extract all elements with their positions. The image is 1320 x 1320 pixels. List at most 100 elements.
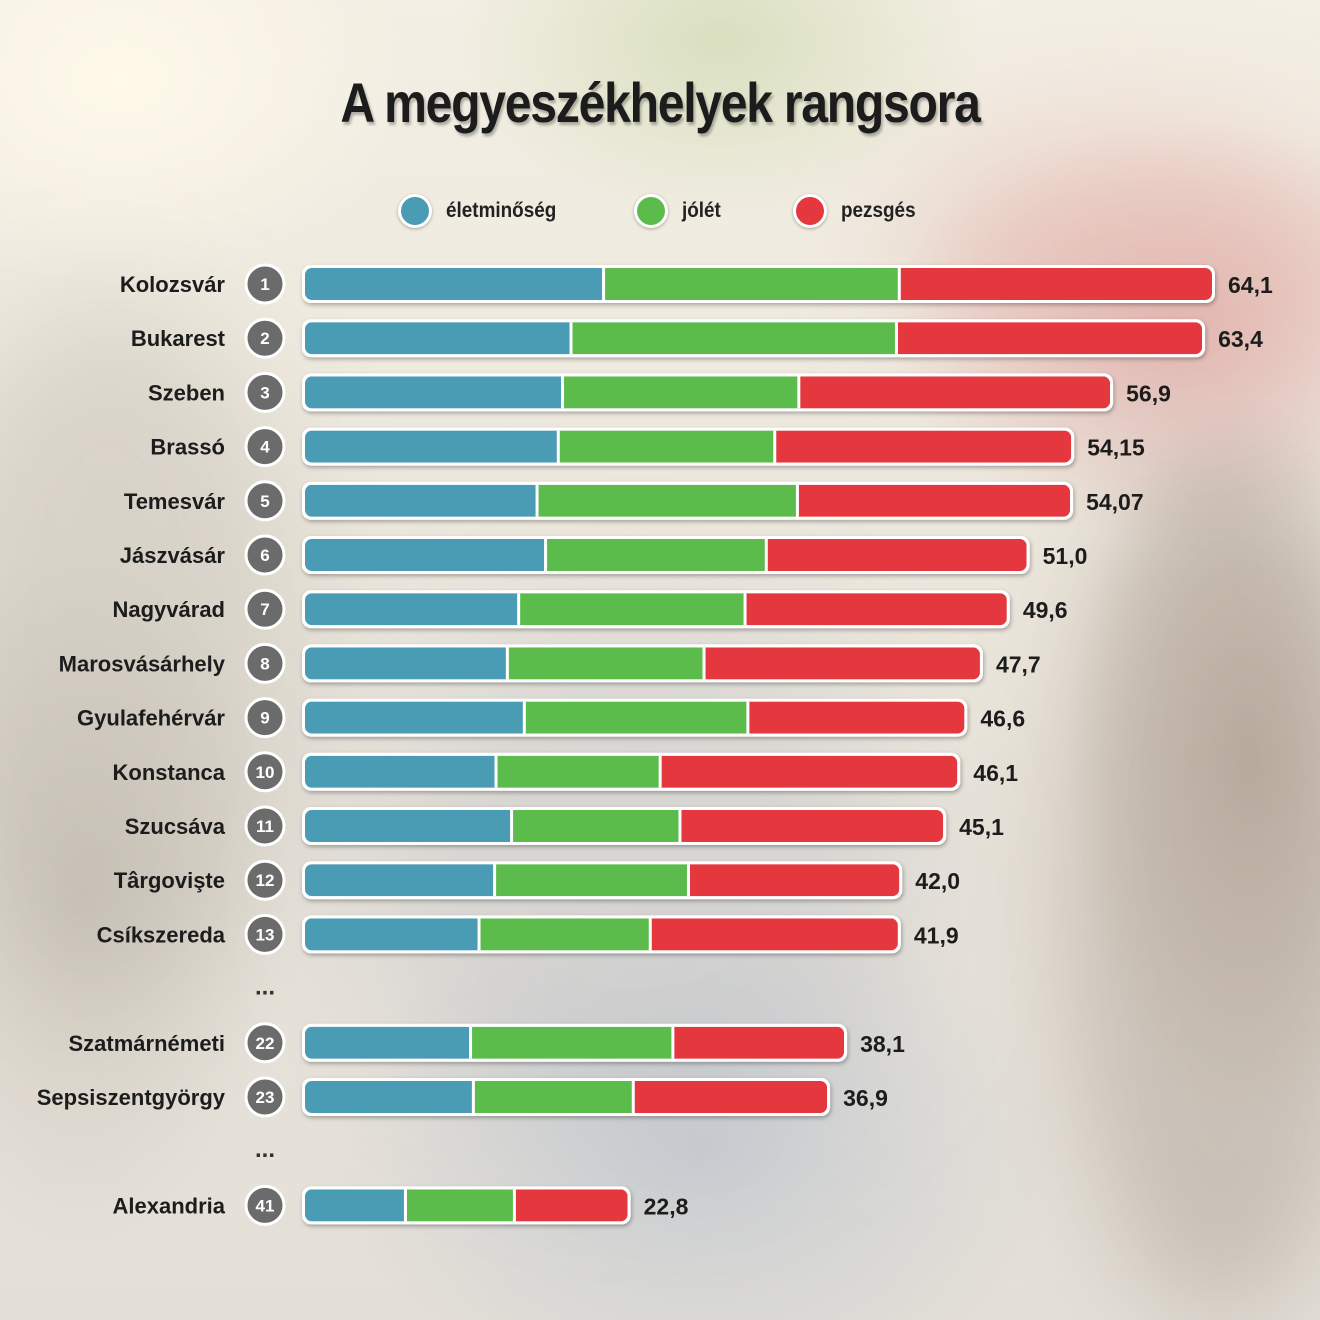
rank-number: 11 [256,817,274,836]
city-label: Temesvár [124,489,226,514]
bar-segment-pezsges [797,484,1071,517]
rank-number: 22 [256,1034,275,1053]
segment-divider [544,539,548,571]
bar-segment-eletminoseg [305,430,559,463]
city-label: Nagyvárad [112,597,225,622]
rank-number: 23 [256,1088,275,1107]
city-label: Marosvásárhely [59,651,226,676]
value-label: 46,1 [973,760,1018,786]
segment-divider [658,755,662,788]
rank-badge [244,371,286,413]
rank-badge [244,913,286,955]
rank-badge [244,480,286,522]
city-label: Târgovişte [114,868,225,893]
legend-item-pezsges: pezsgés [793,194,924,228]
segment-divider [561,376,565,409]
legend-item-jolet: jólét [634,194,725,228]
bar-row: Temesvár 5 54,07 [124,480,1144,522]
value-label: 41,9 [914,922,959,948]
city-label: Jászvásár [120,543,226,568]
bar-segment-jolet [470,1026,673,1059]
bar-segment-jolet [405,1189,515,1222]
bar-segment-pezsges [514,1189,628,1222]
legend-label-pezsges: pezsgés [841,199,916,222]
bar-row: Csíkszereda 13 41,9 [97,913,959,955]
city-label: Gyulafehérvár [77,706,225,731]
rank-badge [244,1022,286,1064]
bar-row: Konstanca 10 46,1 [113,751,1018,793]
segment-divider [493,864,497,897]
segment-divider [795,484,799,517]
bar-segment-jolet [603,268,900,300]
rank-badge [244,588,286,630]
bar-segment-pezsges [747,701,965,734]
bar-segment-eletminoseg [305,755,497,788]
bar-row: Szucsáva 11 45,1 [125,805,1004,847]
segment-divider [702,647,706,680]
bar-segment-pezsges [633,1081,828,1113]
bar-segment-eletminoseg [305,593,519,626]
bar-segment-jolet [511,810,680,842]
segment-divider [505,647,509,680]
bar-row: Kolozsvár 1 64,1 [120,263,1273,305]
segment-divider [512,1189,516,1222]
bar-row: Szeben 3 56,9 [148,371,1171,413]
value-label: 63,4 [1218,326,1263,352]
value-label: 51,0 [1043,543,1088,569]
rank-number: 1 [260,275,269,294]
bar-row: Târgovişte 12 42,0 [114,859,960,901]
segment-divider [746,701,750,734]
rank-number: 13 [256,925,275,944]
city-label: Szucsáva [125,814,226,839]
legend-dot-pezsges [793,194,827,228]
ellipsis-marker: ... [255,1136,275,1163]
segment-divider [773,430,777,463]
segment-divider [477,918,481,951]
legend-dot-jolet [634,194,668,228]
rank-number: 7 [260,600,269,619]
bar-segment-pezsges [774,430,1072,463]
bar-segment-pezsges [766,539,1027,571]
segment-divider [403,1189,407,1222]
bar-row: Szatmárnémeti 22 38,1 [68,1022,905,1064]
bar-segment-pezsges [660,755,958,788]
value-label: 49,6 [1023,597,1068,623]
segment-divider [569,322,573,355]
rank-badge [244,534,286,576]
bar-segment-pezsges [688,864,900,897]
value-label: 56,9 [1126,380,1171,406]
rank-number: 12 [256,871,275,890]
rank-number: 4 [260,438,270,457]
bar-segment-eletminoseg [305,918,480,951]
rank-number: 3 [260,383,269,402]
segment-divider [631,1081,635,1113]
bar-segment-jolet [524,701,748,734]
bar-segment-pezsges [704,647,980,680]
segment-divider [671,1026,675,1059]
segment-divider [894,322,898,355]
bar-row: Sepsiszentgyörgy 23 36,9 [37,1076,888,1118]
bar-segment-jolet [507,647,705,680]
segment-divider [510,810,514,842]
bar-row: Jászvásár 6 51,0 [120,534,1088,576]
bar-row: Alexandria 41 22,8 [113,1184,689,1226]
bar-segment-jolet [558,430,775,463]
legend-dot-eletminoseg [398,194,432,228]
segment-divider [797,376,801,409]
bar-segment-jolet [545,539,767,571]
rank-number: 8 [260,654,269,673]
rank-number: 5 [260,492,269,511]
bar-segment-eletminoseg [305,322,572,355]
value-label: 54,15 [1087,435,1145,461]
rank-badge [244,751,286,793]
bar-segment-jolet [473,1081,634,1113]
rank-number: 10 [256,763,275,782]
legend-label-jolet: jólét [682,199,721,222]
bar-segment-jolet [571,322,897,355]
bar-row: Gyulafehérvár 9 46,6 [77,697,1025,739]
rank-number: 6 [260,546,269,565]
segment-divider [897,268,901,300]
rank-badge [244,859,286,901]
bar-segment-eletminoseg [305,701,525,734]
city-label: Szatmárnémeti [68,1031,225,1056]
